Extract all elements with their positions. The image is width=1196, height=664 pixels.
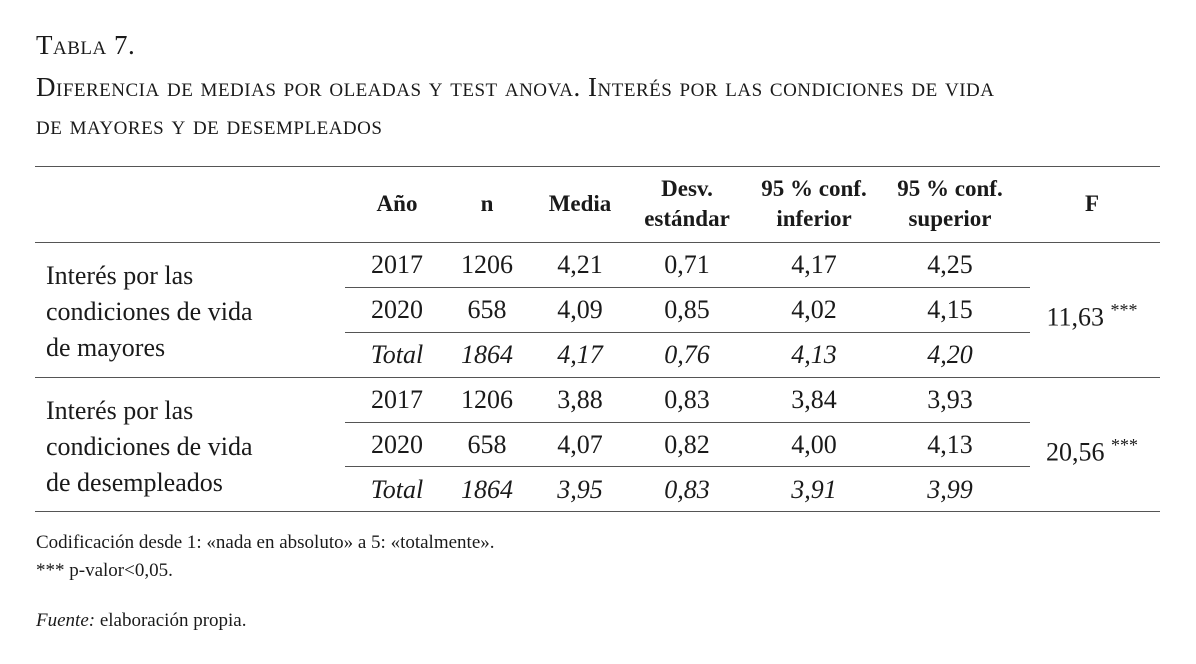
row-rule (345, 332, 1030, 333)
table-cell: 4,20 (927, 340, 973, 369)
table-cell: 658 (467, 430, 507, 459)
table-caption-line2: de mayores y de desempleados (36, 110, 383, 140)
table-cell: 2017 (371, 385, 423, 414)
column-header: 95 % conf. (761, 176, 867, 201)
table-cell: 1864 (461, 340, 513, 369)
table-cell: 0,76 (664, 340, 710, 369)
table-cell: 3,99 (927, 475, 973, 504)
row-group-label: Interés por las (46, 261, 194, 290)
table-cell: 0,71 (664, 250, 710, 279)
table-cell: 1206 (461, 250, 513, 279)
table-cell: 4,07 (557, 430, 603, 459)
table-caption-line1: Diferencia de medias por oleadas y test … (36, 72, 995, 102)
row-group-label: Interés por las (46, 396, 194, 425)
source-text: elaboración propia. (95, 610, 247, 631)
bottom-rule (35, 511, 1160, 512)
f-statistic: 20,56 *** (1022, 430, 1162, 468)
table-cell: 4,13 (791, 340, 837, 369)
table-cell: 0,85 (664, 295, 710, 324)
table-number: Tabla 7. (36, 30, 136, 60)
table-cell: 2017 (371, 250, 423, 279)
table-cell: 1206 (461, 385, 513, 414)
column-header: n (480, 191, 494, 216)
table-cell: 3,91 (791, 475, 837, 504)
table-cell: Total (370, 475, 424, 504)
column-header: Desv. (661, 176, 713, 201)
table-cell: Total (370, 340, 424, 369)
table-cell: 4,00 (791, 430, 837, 459)
column-header: 95 % conf. (897, 176, 1003, 201)
column-header: estándar (644, 206, 730, 231)
table-cell: 1864 (461, 475, 513, 504)
table-cell: 4,17 (557, 340, 603, 369)
table-cell: 658 (467, 295, 507, 324)
table-cell: 3,88 (557, 385, 603, 414)
row-rule (345, 422, 1030, 423)
table-cell: 4,02 (791, 295, 837, 324)
row-group-label: condiciones de vida (46, 297, 253, 326)
table-cell: 3,84 (791, 385, 837, 414)
row-rule (345, 287, 1030, 288)
significance-marker: *** (1110, 300, 1138, 320)
table-cell: 0,82 (664, 430, 710, 459)
coding-note: Codificación desde 1: «nada en absoluto»… (36, 532, 495, 553)
table-cell: 2020 (371, 295, 423, 324)
table-cell: 2020 (371, 430, 423, 459)
column-header: inferior (776, 206, 852, 231)
table-cell: 0,83 (664, 385, 710, 414)
group-rule (35, 377, 1160, 378)
table-cell: 3,93 (927, 385, 973, 414)
table-cell: 3,95 (557, 475, 603, 504)
row-rule (345, 466, 1030, 467)
header-rule (35, 242, 1160, 243)
top-rule (35, 166, 1160, 167)
source-label: Fuente: (36, 610, 96, 631)
source-note: Fuente: elaboración propia. (36, 610, 246, 632)
column-header: Media (548, 191, 612, 216)
table-cell: 4,15 (927, 295, 973, 324)
column-header: Año (376, 191, 418, 216)
column-header: F (1084, 191, 1100, 216)
table-cell: 4,09 (557, 295, 603, 324)
row-group-label: de mayores (46, 333, 166, 362)
table-cell: 0,83 (664, 475, 710, 504)
significance-marker: *** (1111, 435, 1138, 455)
column-header: superior (908, 206, 992, 231)
table-cell: 4,21 (557, 250, 603, 279)
row-group-label: de desempleados (46, 468, 223, 497)
pvalue-note: *** p-valor<0,05. (36, 560, 173, 581)
f-statistic: 11,63 *** (1022, 295, 1162, 333)
table-cell: 4,13 (927, 430, 973, 459)
row-group-label: condiciones de vida (46, 432, 253, 461)
table-cell: 4,17 (791, 250, 837, 279)
table-cell: 4,25 (927, 250, 973, 279)
f-value: 20,56 (1046, 437, 1105, 467)
f-value: 11,63 (1046, 302, 1105, 332)
